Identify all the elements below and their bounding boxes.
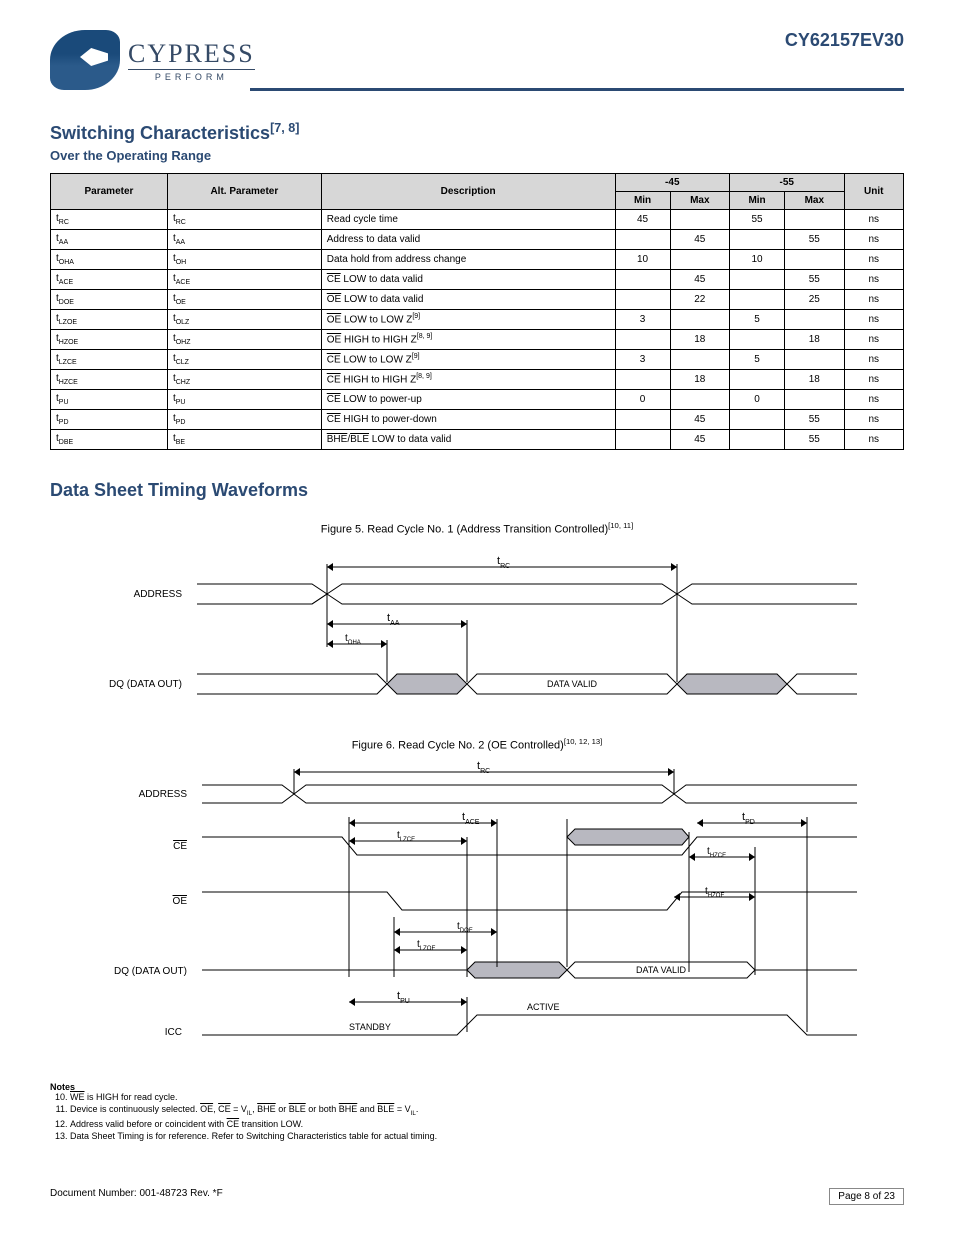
- logo: CYPRESS PERFORM: [50, 30, 255, 90]
- addr-label: ADDRESS: [134, 589, 183, 600]
- note-item: WE is HIGH for read cycle.: [70, 1092, 904, 1102]
- logo-tagline: PERFORM: [128, 72, 255, 82]
- svg-text:tLZOE: tLZOE: [417, 939, 435, 952]
- table-row: tACEtACECE LOW to data valid4555ns: [51, 270, 904, 290]
- note-item: Data Sheet Timing is for reference. Refe…: [70, 1131, 904, 1141]
- col-55-max: Max: [785, 192, 844, 210]
- section-title-timing: Data Sheet Timing Waveforms: [50, 480, 904, 501]
- logo-text: CYPRESS: [128, 39, 255, 70]
- table-row: tDOEtOEOE LOW to data valid2225ns: [51, 290, 904, 310]
- svg-text:tRC: tRC: [477, 760, 490, 775]
- svg-text:ICC: ICC: [165, 1027, 182, 1038]
- svg-text:tHZOE: tHZOE: [705, 886, 724, 899]
- svg-text:STANDBY: STANDBY: [349, 1022, 391, 1032]
- svg-text:tOHA: tOHA: [345, 633, 361, 646]
- svg-text:tACE: tACE: [462, 811, 480, 826]
- svg-text:tAA: tAA: [387, 612, 400, 627]
- col-45-max: Max: [670, 192, 729, 210]
- svg-text:tDOE: tDOE: [457, 921, 473, 934]
- page-number: Page 8 of 23: [829, 1188, 904, 1205]
- figure-6-title: Figure 6. Read Cycle No. 2 (OE Controlle…: [87, 737, 867, 752]
- col-55-min: Min: [730, 192, 785, 210]
- figure-5-title: Figure 5. Read Cycle No. 1 (Address Tran…: [87, 521, 867, 536]
- dq-label: DQ (DATA OUT): [109, 679, 182, 690]
- figure-6: Figure 6. Read Cycle No. 2 (OE Controlle…: [87, 737, 867, 1063]
- page-footer: Document Number: 001-48723 Rev. *F Page …: [50, 1188, 904, 1205]
- section-title-switching: Switching Characteristics[7, 8]: [50, 121, 904, 144]
- col-alt-parameter: Alt. Parameter: [167, 174, 321, 210]
- timing-diagram-1: ADDRESS tRC tAA tOHA: [87, 542, 867, 712]
- table-row: tLZOEtOLZOE LOW to LOW Z[9]35ns: [51, 310, 904, 330]
- svg-text:tPD: tPD: [742, 811, 755, 826]
- timing-diagram-2: ADDRESS tRC CE tACE tLZCE: [87, 757, 867, 1057]
- svg-text:OE: OE: [173, 896, 188, 907]
- logo-icon: [50, 30, 120, 90]
- doc-number: Document Number: 001-48723 Rev. *F: [50, 1188, 223, 1205]
- switching-table: Parameter Alt. Parameter Description -45…: [50, 173, 904, 450]
- table-row: tHZCEtCHZCE HIGH to HIGH Z[8, 9]1818ns: [51, 370, 904, 390]
- svg-text:DATA VALID: DATA VALID: [547, 679, 598, 689]
- table-row: tRCtRCRead cycle time4555ns: [51, 210, 904, 230]
- note-item: Address valid before or coincident with …: [70, 1119, 904, 1129]
- col-55: -55: [730, 174, 844, 192]
- svg-text:tHZCE: tHZCE: [707, 846, 726, 859]
- figure-5: Figure 5. Read Cycle No. 1 (Address Tran…: [87, 521, 867, 717]
- svg-text:tPU: tPU: [397, 990, 410, 1005]
- table-row: tDBEtBEBHE/BLE LOW to data valid4555ns: [51, 430, 904, 450]
- svg-text:DATA VALID: DATA VALID: [636, 965, 687, 975]
- svg-text:CE: CE: [173, 841, 187, 852]
- table-row: tOHAtOHData hold from address change1010…: [51, 250, 904, 270]
- header-rule: [250, 88, 904, 91]
- note-item: Device is continuously selected. OE, CE …: [70, 1104, 904, 1117]
- table-row: tLZCEtCLZCE LOW to LOW Z[9]35ns: [51, 350, 904, 370]
- col-description: Description: [321, 174, 615, 210]
- table-row: tHZOEtOHZOE HIGH to HIGH Z[8, 9]1818ns: [51, 330, 904, 350]
- col-parameter: Parameter: [51, 174, 168, 210]
- table-row: tPUtPUCE LOW to power-up00ns: [51, 390, 904, 410]
- col-45: -45: [615, 174, 729, 192]
- part-number: CY62157EV30: [785, 30, 904, 51]
- page-header: CYPRESS PERFORM CY62157EV30: [50, 30, 904, 90]
- table-row: tPDtPDCE HIGH to power-down4555ns: [51, 410, 904, 430]
- svg-text:DQ (DATA OUT): DQ (DATA OUT): [114, 966, 187, 977]
- note-ref: [7, 8]: [270, 121, 299, 135]
- svg-text:tLZCE: tLZCE: [397, 830, 415, 843]
- svg-text:tRC: tRC: [497, 555, 510, 570]
- col-unit: Unit: [844, 174, 904, 210]
- table-row: tAAtAAAddress to data valid4555ns: [51, 230, 904, 250]
- svg-text:ACTIVE: ACTIVE: [527, 1002, 560, 1012]
- subsection-over-operating: Over the Operating Range: [50, 148, 904, 163]
- svg-text:ADDRESS: ADDRESS: [139, 789, 188, 800]
- figure-notes: Notes WE is HIGH for read cycle.Device i…: [50, 1082, 904, 1141]
- col-45-min: Min: [615, 192, 670, 210]
